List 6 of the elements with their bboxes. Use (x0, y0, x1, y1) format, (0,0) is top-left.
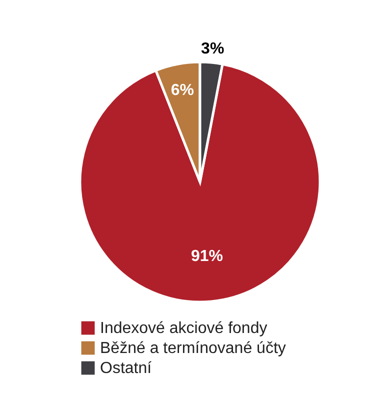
data-label: 3% (201, 40, 224, 58)
data-label: 91% (190, 248, 224, 266)
legend-label: Indexové akciové fondy (100, 320, 268, 337)
data-label: 6% (170, 82, 194, 100)
legend-label: Ostatní (100, 360, 152, 377)
legend-label: Běžné a termínované účty (100, 340, 286, 357)
